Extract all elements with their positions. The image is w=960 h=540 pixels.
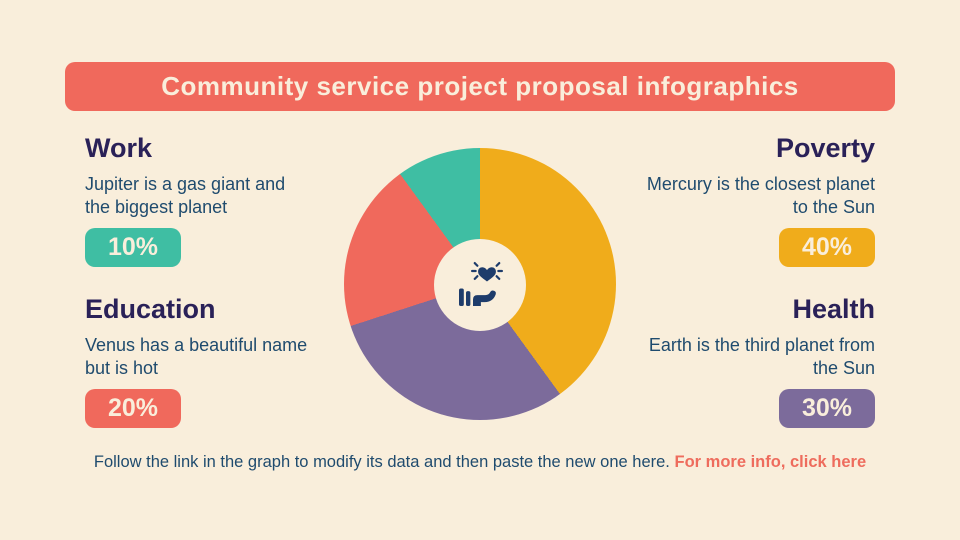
section-health-badge: 30% [778, 389, 875, 429]
section-health-title: Health [792, 294, 875, 324]
page-title: Community service project proposal infog… [161, 71, 799, 101]
header-banner: Community service project proposal infog… [65, 62, 895, 111]
section-work: Work Jupiter is a gas giant and the bigg… [85, 133, 315, 268]
section-poverty-title: Poverty [775, 133, 875, 163]
section-health: Health Earth is the third planet from th… [645, 294, 875, 429]
section-work-badge: 10% [85, 228, 182, 268]
hand-holding-heart-icon [459, 261, 504, 306]
section-work-title: Work [85, 133, 153, 163]
section-work-description: Jupiter is a gas giant and the biggest p… [85, 173, 286, 217]
section-education-badge: 20% [85, 389, 182, 429]
section-education-description: Venus has a beautiful name but is hot [85, 334, 308, 378]
section-education: Education Venus has a beautiful name but… [85, 294, 315, 429]
section-poverty-badge: 40% [778, 228, 875, 268]
section-education-title: Education [85, 294, 216, 324]
donut-chart-center [434, 239, 526, 331]
section-poverty-description: Mercury is the closest planet to the Sun [646, 173, 875, 217]
footer-note: Follow the link in the graph to modify i… [0, 453, 960, 472]
section-poverty: Poverty Mercury is the closest planet to… [645, 133, 875, 268]
section-health-description: Earth is the third planet from the Sun [648, 334, 875, 378]
footer-more-info-link[interactable]: For more info, click here [674, 453, 867, 471]
footer-text: Follow the link in the graph to modify i… [93, 453, 675, 471]
